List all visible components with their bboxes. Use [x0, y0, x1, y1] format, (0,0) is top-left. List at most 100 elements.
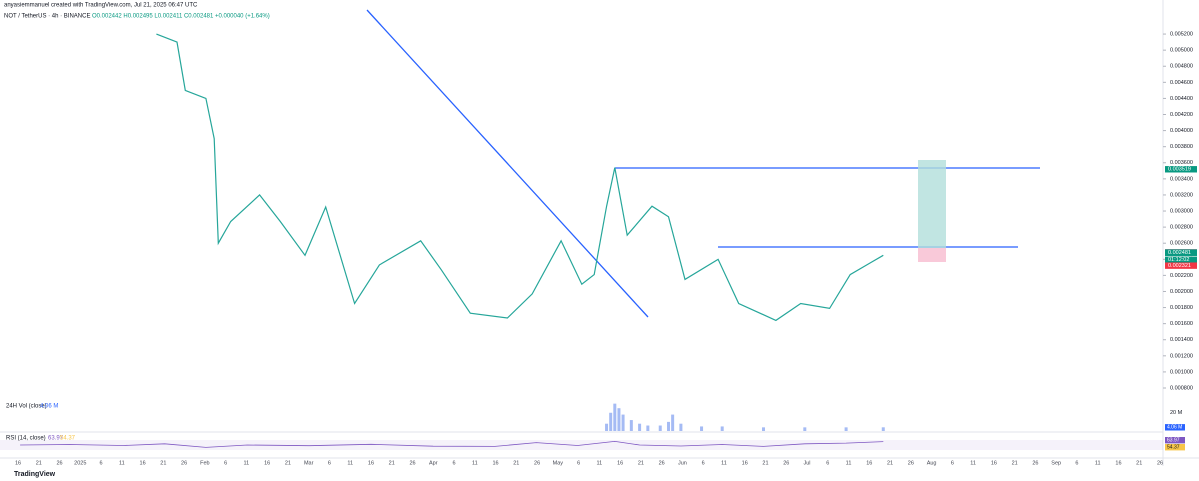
x-tick-label: 21	[1136, 460, 1142, 466]
rsi-line	[20, 440, 884, 448]
x-tick-label: 6	[702, 460, 705, 466]
x-tick-label: 6	[1075, 460, 1078, 466]
y-tick-label: 0.003200	[1170, 192, 1193, 198]
x-tick-label: 11	[472, 460, 478, 466]
x-tick-label: Feb	[200, 460, 209, 466]
y-tick-label: 0.004200	[1170, 112, 1193, 118]
rsi-axis-ma: 54.37	[1167, 445, 1180, 451]
volume-last: 4.06 M	[40, 404, 58, 410]
x-tick-label: 16	[15, 460, 21, 466]
x-tick-label: 21	[762, 460, 768, 466]
y-tick-label: 0.002800	[1170, 225, 1193, 231]
x-tick-label: 21	[36, 460, 42, 466]
volume-bar	[613, 403, 617, 431]
volume-bar	[638, 423, 642, 431]
y-tick-label: 0.004600	[1170, 80, 1193, 86]
volume-bar	[762, 427, 766, 431]
y-tick-label: 0.004800	[1170, 64, 1193, 70]
price-label: 0.002481	[1168, 250, 1191, 256]
attribution: anyasiemmanuel created with TradingView.…	[4, 3, 198, 9]
x-tick-label: 26	[783, 460, 789, 466]
y-tick-label: 0.003600	[1170, 160, 1193, 166]
volume-bar	[658, 425, 662, 431]
logo: TradingView	[14, 471, 56, 478]
x-tick-label: 11	[244, 460, 250, 466]
y-tick-label: 0.000800	[1170, 385, 1193, 391]
x-tick-label: 16	[991, 460, 997, 466]
volume-bar	[621, 414, 625, 431]
y-tick-label: 0.004400	[1170, 96, 1193, 102]
symbol: NOT / TetherUS · 4h · BINANCE	[4, 14, 90, 20]
x-tick-label: 11	[721, 460, 727, 466]
x-tick-label: 16	[368, 460, 374, 466]
x-tick-label: 16	[264, 460, 270, 466]
x-tick-label: 16	[1115, 460, 1121, 466]
x-tick-label: 16	[742, 460, 748, 466]
rsi-value-bg	[1165, 437, 1185, 444]
x-tick-label: 11	[1095, 460, 1101, 466]
volume-bar	[671, 414, 675, 431]
x-tick-label: 21	[389, 460, 395, 466]
volume-bar	[605, 423, 609, 431]
x-tick-label: 21	[285, 460, 291, 466]
x-tick-label: 26	[534, 460, 540, 466]
y-tick-label: 0.001200	[1170, 353, 1193, 359]
y-tick-label: 0.002600	[1170, 241, 1193, 247]
x-tick-label: 21	[638, 460, 644, 466]
x-tick-label: 16	[140, 460, 146, 466]
price-label-bg	[1165, 166, 1197, 173]
x-tick-label: 26	[659, 460, 665, 466]
price-label-bg	[1165, 262, 1197, 269]
x-tick-label: 6	[826, 460, 829, 466]
x-tick-label: Mar	[304, 460, 314, 466]
long-target-zone[interactable]	[918, 160, 946, 248]
y-tick-label: 0.001000	[1170, 369, 1193, 375]
volume-last-bg	[1165, 424, 1185, 431]
long-stop-zone[interactable]	[918, 248, 946, 262]
rsi-ma-bg	[1165, 444, 1185, 451]
volume-bar	[609, 412, 613, 431]
volume-axis-label: 4.06 M	[1167, 425, 1182, 431]
rsi-value: 63.97	[48, 436, 64, 442]
volume-bar	[720, 426, 724, 431]
price-label-bg	[1165, 256, 1197, 263]
rsi-title: RSI (14, close)	[6, 436, 46, 442]
x-tick-label: 11	[970, 460, 976, 466]
x-tick-label: 21	[513, 460, 519, 466]
x-tick-label: 11	[347, 460, 353, 466]
x-tick-label: 6	[328, 460, 331, 466]
x-tick-label: 21	[887, 460, 893, 466]
x-tick-label: Jun	[678, 460, 687, 466]
trend-line[interactable]	[366, 9, 649, 318]
y-tick-label: 0.003800	[1170, 144, 1193, 150]
x-tick-label: 2025	[74, 460, 86, 466]
x-tick-label: 21	[1012, 460, 1018, 466]
volume-bar	[667, 421, 671, 431]
x-tick-label: 6	[100, 460, 103, 466]
volume-bar	[700, 426, 704, 431]
volume-bar	[629, 420, 633, 431]
y-tick-label: 0.001800	[1170, 305, 1193, 311]
x-tick-label: 16	[617, 460, 623, 466]
ohlc: O0.002442 H0.002495 L0.002411 C0.002481 …	[92, 14, 270, 20]
x-tick-label: Apr	[429, 460, 438, 466]
x-tick-label: Jul	[804, 460, 811, 466]
x-tick-label: 21	[160, 460, 166, 466]
x-tick-label: Aug	[927, 460, 937, 466]
x-tick-label: 11	[597, 460, 603, 466]
volume-tick-label: 20 M	[1170, 410, 1183, 416]
x-tick-label: Sep	[1051, 460, 1061, 466]
x-tick-label: 26	[1157, 460, 1163, 466]
volume-bar	[881, 427, 885, 431]
y-tick-label: 0.004000	[1170, 128, 1193, 134]
y-tick-label: 0.003000	[1170, 208, 1193, 214]
x-tick-label: May	[553, 460, 564, 466]
x-tick-label: 16	[866, 460, 872, 466]
rsi-axis-value: 63.97	[1167, 438, 1180, 444]
x-tick-label: 6	[577, 460, 580, 466]
price-label-bg	[1165, 249, 1197, 256]
y-tick-label: 0.001600	[1170, 321, 1193, 327]
x-tick-label: 6	[951, 460, 954, 466]
